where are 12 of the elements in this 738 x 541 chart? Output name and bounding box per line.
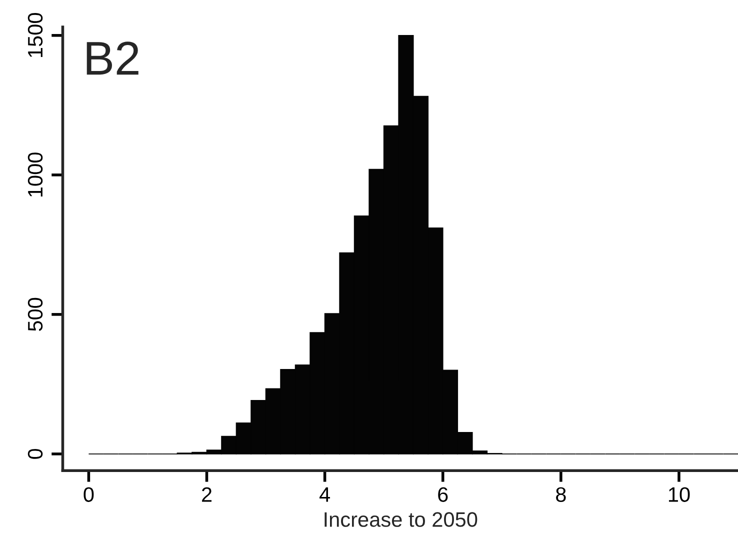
x-axis-title: Increase to 2050 bbox=[324, 512, 478, 527]
x-tick-label: 4 bbox=[319, 487, 330, 502]
y-tick-label: 1500 bbox=[28, 13, 43, 57]
x-tick-label: 2 bbox=[202, 487, 212, 502]
x-tick-label: 10 bbox=[668, 487, 690, 502]
y-tick-label: 1000 bbox=[28, 152, 43, 197]
x-tick-label: 6 bbox=[438, 487, 448, 502]
x-tick-label: 0 bbox=[84, 487, 94, 502]
y-tick-label: 0 bbox=[28, 448, 43, 459]
chart-title: B2 bbox=[86, 42, 138, 75]
y-tick-label: 500 bbox=[28, 298, 43, 331]
x-tick-label: 8 bbox=[556, 487, 566, 502]
